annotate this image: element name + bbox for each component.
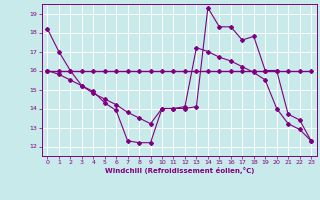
X-axis label: Windchill (Refroidissement éolien,°C): Windchill (Refroidissement éolien,°C)	[105, 167, 254, 174]
